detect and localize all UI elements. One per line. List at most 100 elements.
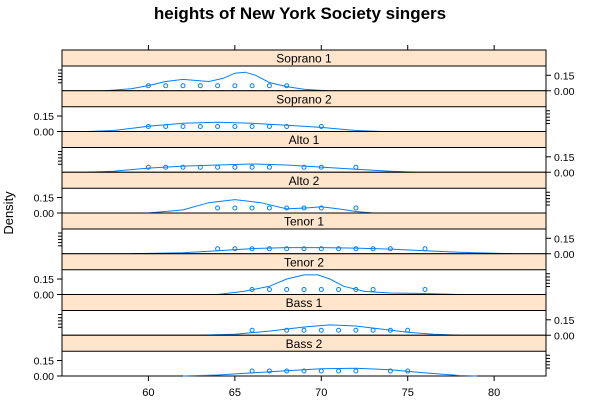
data-point xyxy=(266,246,272,252)
data-point xyxy=(284,327,290,333)
data-point xyxy=(180,164,186,170)
strip-background xyxy=(61,49,547,67)
data-point xyxy=(266,205,272,211)
density-line xyxy=(87,121,382,132)
data-point xyxy=(370,327,376,333)
panel-alto-2: Alto 2 0.00 0.15 xyxy=(34,171,550,220)
data-point xyxy=(387,246,393,252)
data-point xyxy=(215,83,221,89)
data-point xyxy=(318,164,324,170)
data-point xyxy=(353,164,359,170)
strip-label: Tenor 1 xyxy=(284,215,324,229)
panel-tenor-2: Tenor 2 0.00 0.15 xyxy=(34,253,550,302)
data-point xyxy=(318,124,324,129)
data-point xyxy=(336,327,342,333)
data-point xyxy=(284,368,290,374)
data-point xyxy=(405,368,411,374)
data-point xyxy=(215,164,221,170)
density-line xyxy=(182,367,477,377)
density-line xyxy=(217,274,460,295)
data-point xyxy=(318,287,324,292)
data-point xyxy=(422,287,428,292)
density-line xyxy=(87,163,417,173)
data-point xyxy=(232,164,238,170)
data-point xyxy=(318,205,324,211)
y-tick-label: 0.15 xyxy=(34,356,55,368)
y-tick-label: 0.15 xyxy=(554,152,575,164)
y-tick-label: 0.00 xyxy=(554,249,575,261)
panel-tenor-1: Tenor 1 0.00 0.15 xyxy=(58,212,575,261)
x-tick-label: 75 xyxy=(402,387,414,399)
y-tick-label: 0.00 xyxy=(34,208,55,220)
data-point xyxy=(249,124,255,129)
data-point xyxy=(163,124,169,129)
density-line xyxy=(105,71,327,92)
data-point xyxy=(266,83,272,89)
y-tick-label: 0.00 xyxy=(34,371,55,383)
strip-label: Soprano 2 xyxy=(276,92,332,106)
density-line xyxy=(200,324,460,336)
strip-label: Alto 1 xyxy=(289,133,320,147)
data-point xyxy=(249,287,255,292)
panel-bass-1: Bass 1 0.00 0.15 xyxy=(58,294,575,342)
x-tick-label: 80 xyxy=(488,387,500,399)
data-point xyxy=(249,327,255,333)
data-point xyxy=(353,368,359,374)
data-point xyxy=(232,246,238,252)
data-point xyxy=(301,287,307,292)
density-line xyxy=(148,199,374,214)
data-point xyxy=(353,287,359,292)
data-point xyxy=(266,164,272,170)
data-point xyxy=(197,124,203,129)
data-point xyxy=(249,164,255,170)
strip-background xyxy=(61,253,547,271)
data-point xyxy=(284,83,290,89)
data-point xyxy=(197,164,203,170)
data-point xyxy=(215,246,221,252)
data-point xyxy=(163,164,169,170)
data-point xyxy=(145,124,151,129)
x-tick-label: 65 xyxy=(229,387,241,399)
y-tick-label: 0.00 xyxy=(554,330,575,342)
data-point xyxy=(318,246,324,252)
data-point xyxy=(249,368,255,374)
strip-label: Soprano 1 xyxy=(276,52,332,66)
data-point xyxy=(163,83,169,89)
strip-label: Bass 1 xyxy=(286,296,323,310)
panel-alto-1: Alto 1 0.00 0.15 xyxy=(58,131,575,179)
strip-background xyxy=(61,212,547,230)
data-point xyxy=(387,327,393,333)
y-tick-label: 0.00 xyxy=(554,167,575,179)
y-tick-label: 0.00 xyxy=(34,290,55,302)
data-point xyxy=(284,246,290,252)
data-point xyxy=(422,246,428,252)
y-tick-label: 0.15 xyxy=(554,233,575,245)
data-point xyxy=(387,368,393,374)
data-point xyxy=(301,368,307,374)
data-point xyxy=(318,368,324,374)
data-point xyxy=(180,124,186,129)
data-point xyxy=(249,246,255,252)
data-point xyxy=(284,287,290,292)
chart-title: heights of New York Society singers xyxy=(153,4,447,23)
panel-soprano-2: Soprano 2 0.00 0.15 xyxy=(34,90,550,139)
y-tick-label: 0.15 xyxy=(34,111,55,123)
data-point xyxy=(145,83,151,89)
strip-background xyxy=(61,294,547,311)
data-point xyxy=(232,124,238,129)
data-point xyxy=(197,83,203,89)
data-point xyxy=(301,327,307,333)
data-point xyxy=(249,83,255,89)
data-point xyxy=(232,205,238,211)
data-point xyxy=(266,287,272,292)
data-point xyxy=(353,327,359,333)
data-point xyxy=(284,124,290,129)
data-point xyxy=(336,287,342,292)
y-tick-label: 0.15 xyxy=(34,274,55,286)
data-point xyxy=(353,246,359,252)
data-point xyxy=(284,205,290,211)
strip-background xyxy=(61,90,547,108)
x-tick-label: 70 xyxy=(315,387,327,399)
panel-soprano-1: Soprano 1 0.00 0.15 xyxy=(58,49,575,98)
